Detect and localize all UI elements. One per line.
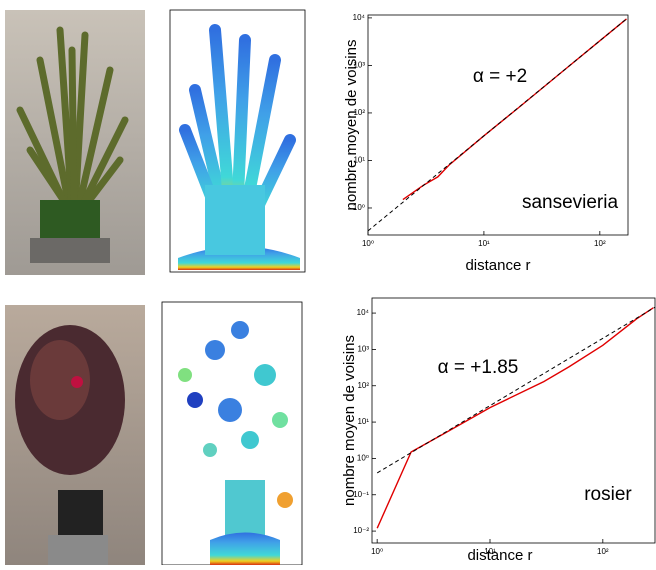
x-tick-label: 10¹ <box>478 239 490 248</box>
y-tick-label: 10³ <box>357 345 369 354</box>
point-cloud-image <box>170 10 305 272</box>
data-line <box>403 19 627 200</box>
y-tick-label: 10² <box>357 381 369 390</box>
x-tick-label: 10⁰ <box>371 547 383 556</box>
point-cloud-image <box>162 302 302 565</box>
photo <box>5 305 145 565</box>
annotation: α = +1.85 <box>438 357 519 378</box>
x-axis-label: distance r <box>467 547 532 564</box>
y-tick-label: 10⁻² <box>353 526 369 535</box>
x-tick-label: 10² <box>594 239 606 248</box>
x-axis-label: distance r <box>465 257 530 274</box>
plot-frame <box>372 298 655 543</box>
photo <box>5 10 145 275</box>
y-axis-label: nombre moyen de voisins <box>343 40 360 211</box>
y-tick-label: 10¹ <box>357 417 369 426</box>
plant-label: rosier <box>584 484 632 505</box>
y-tick-label: 10⁴ <box>357 308 370 317</box>
y-tick-label: 10⁴ <box>353 13 366 22</box>
plant-label: sansevieria <box>522 192 619 213</box>
figure: 10⁰ 10¹ 10² 10⁰ 10¹ 10² 10³ 10⁴ distance r nombre… <box>0 0 656 565</box>
x-tick-label: 10⁰ <box>362 239 374 248</box>
y-axis-label: nombre moyen de voisins <box>341 335 358 506</box>
annotation: α = +2 <box>473 66 527 87</box>
x-tick-label: 10² <box>597 547 609 556</box>
y-tick-label: 10⁰ <box>357 454 369 463</box>
